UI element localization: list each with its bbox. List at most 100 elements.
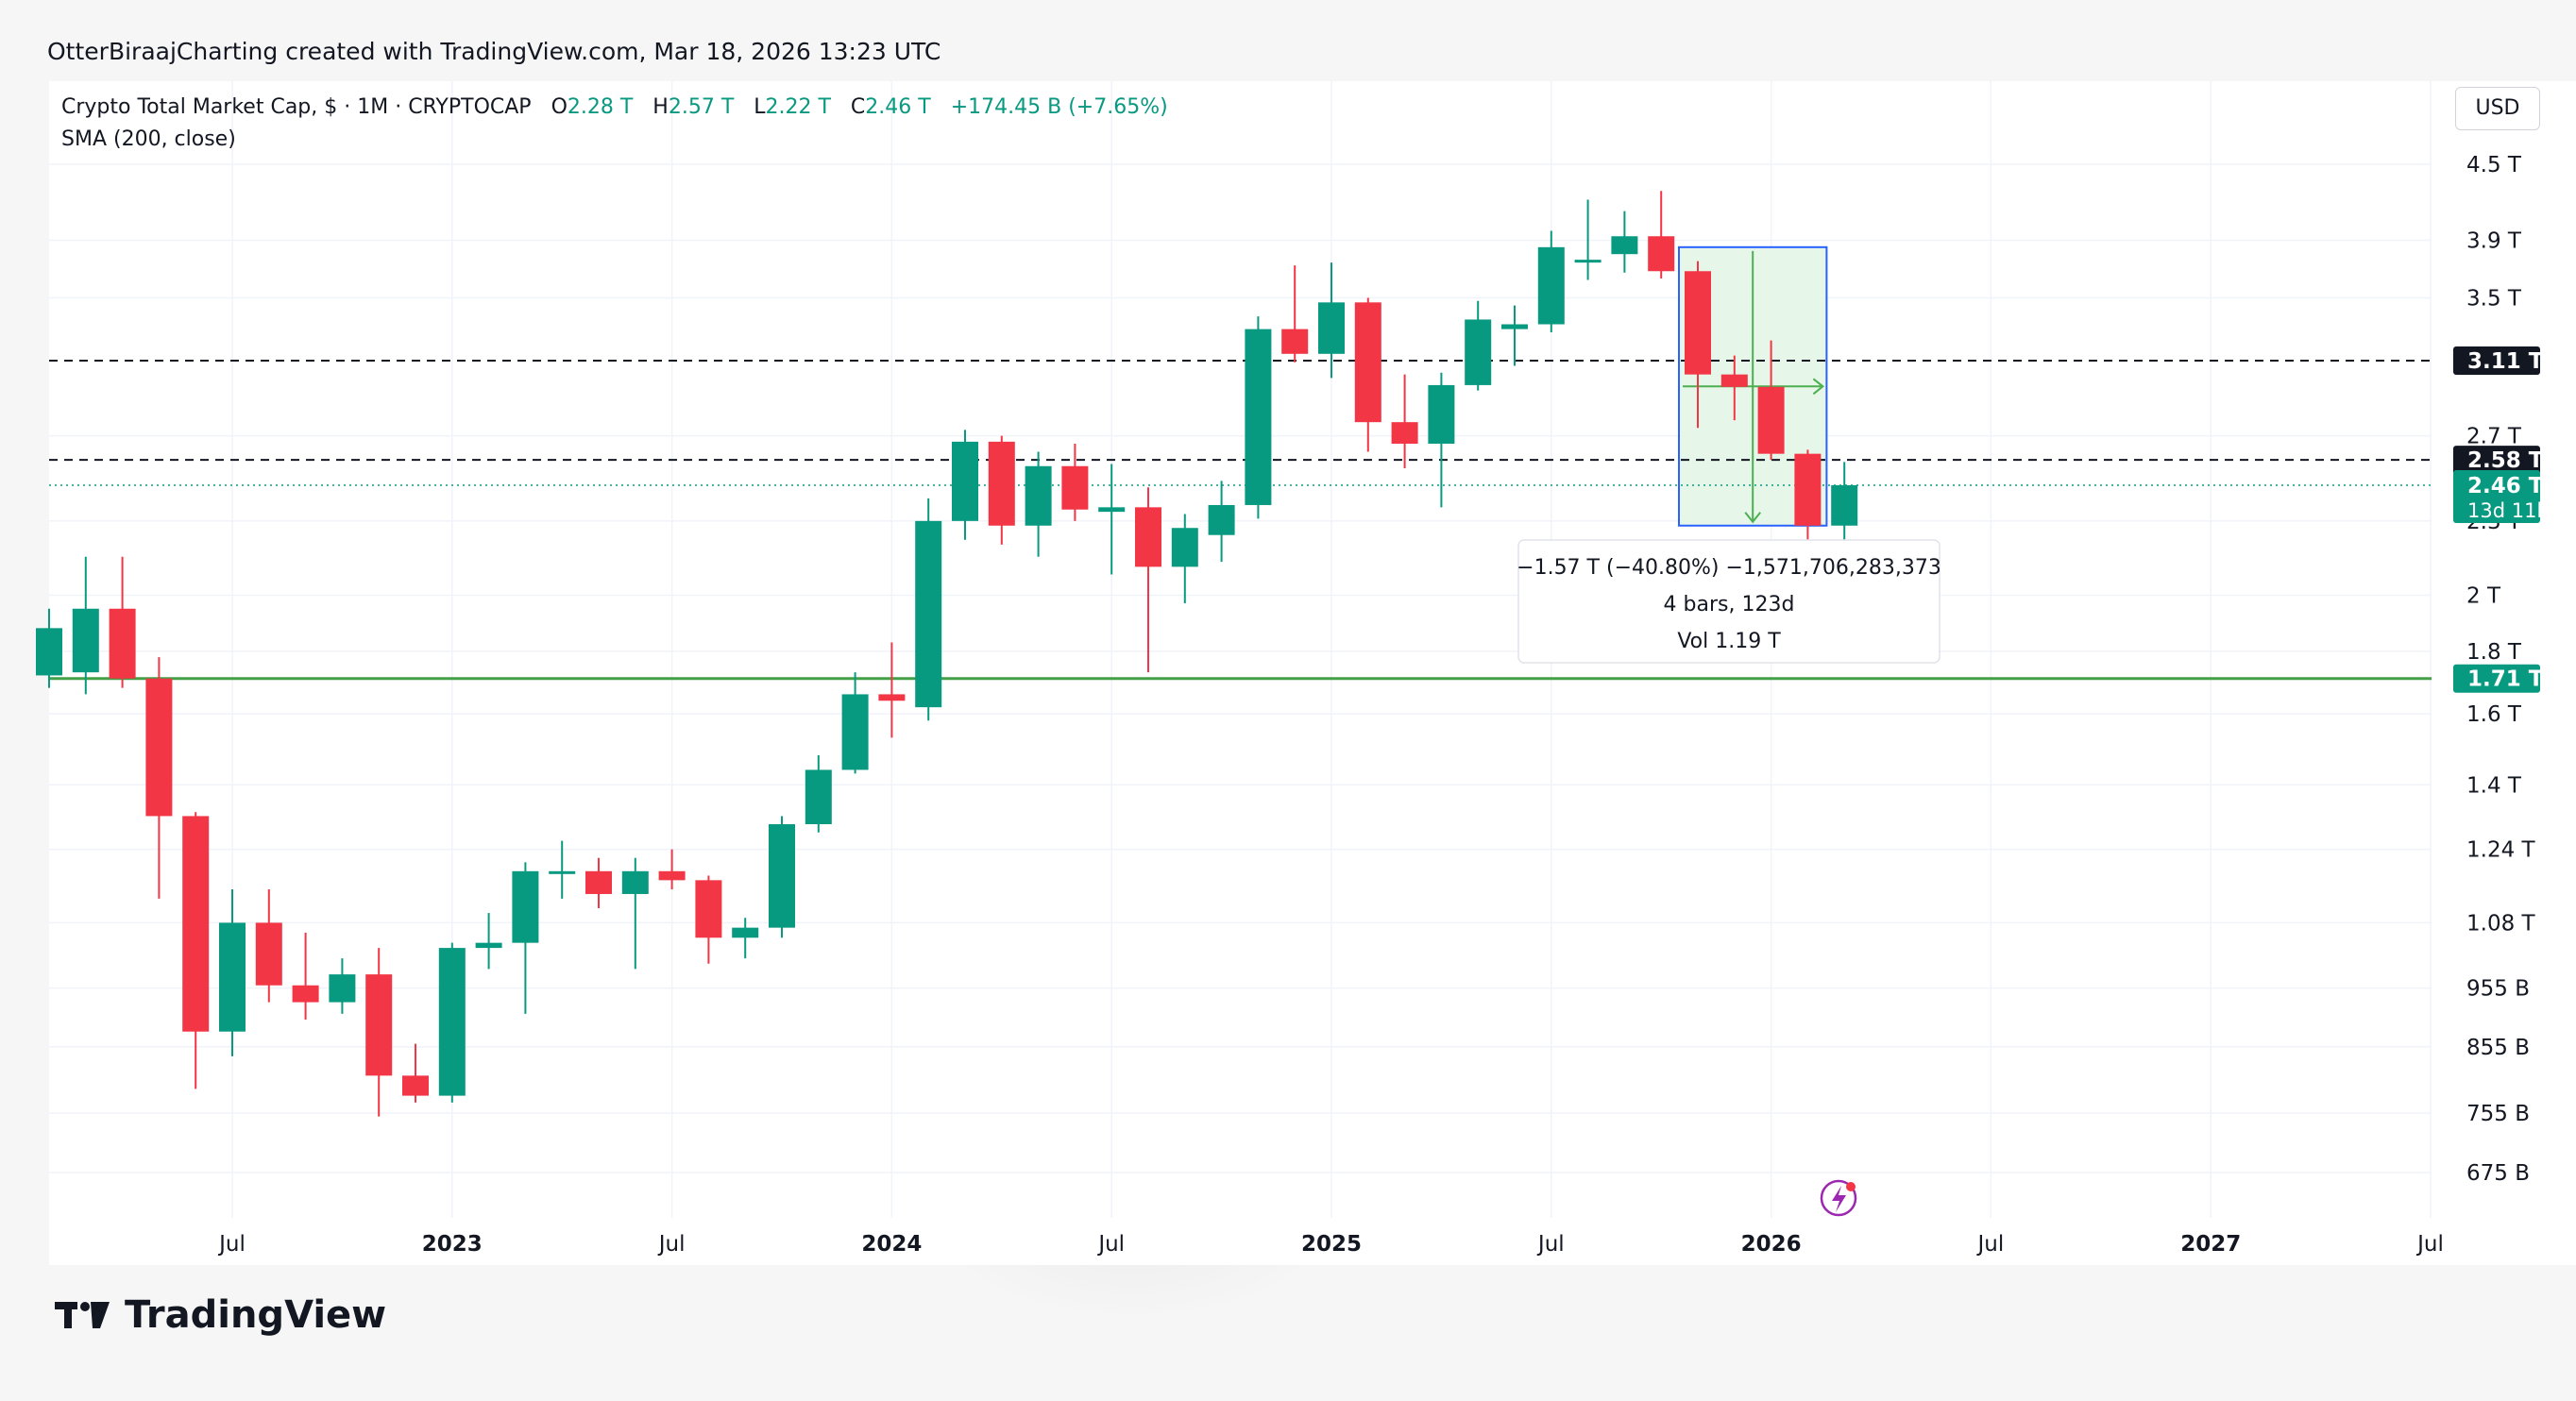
x-axis-tick-label: 2026 <box>1741 1232 1802 1257</box>
candle-body[interactable] <box>1135 507 1161 567</box>
measure-tooltip <box>1517 539 1940 664</box>
measure-arrowhead-down <box>1744 512 1761 524</box>
candle-body[interactable] <box>1354 302 1381 423</box>
candle-body[interactable] <box>145 678 173 817</box>
candle-body[interactable] <box>1720 374 1748 387</box>
candle-body[interactable] <box>182 816 210 1032</box>
candle-body[interactable] <box>1098 507 1126 513</box>
legend-low-label: L <box>754 95 766 119</box>
x-axis-tick-label: Jul <box>657 1232 686 1257</box>
candle-body[interactable] <box>1501 324 1528 329</box>
candle-body[interactable] <box>365 974 393 1076</box>
price-badge <box>2453 664 2540 693</box>
y-axis-tick-label: 1.8 T <box>2466 640 2522 665</box>
candle-body[interactable] <box>1428 384 1455 444</box>
candle-body[interactable] <box>988 441 1015 526</box>
x-axis-tick-label: Jul <box>1536 1232 1565 1257</box>
x-axis-tick-label: Jul <box>2415 1232 2444 1257</box>
lightning-bolt-icon <box>1832 1186 1846 1212</box>
price-badge <box>2453 346 2540 375</box>
candle-body[interactable] <box>1537 246 1565 325</box>
y-axis-tick-label: 675 B <box>2466 1161 2530 1186</box>
y-axis-tick-label: 2.7 T <box>2466 425 2522 449</box>
y-axis-tick-label: 2 T <box>2466 584 2501 609</box>
candle-body[interactable] <box>255 922 282 986</box>
legend-indicator[interactable]: SMA (200, close) <box>61 127 236 151</box>
candle-body[interactable] <box>1208 504 1235 535</box>
x-axis-tick-label: 2023 <box>422 1232 483 1257</box>
candle-body[interactable] <box>1025 465 1052 526</box>
y-axis-tick-label: 3.9 T <box>2466 229 2522 254</box>
price-badge <box>2453 469 2540 523</box>
candle-body[interactable] <box>512 870 539 943</box>
y-axis-tick-label: 1.4 T <box>2466 773 2522 798</box>
legend-symbol[interactable]: Crypto Total Market Cap, $ · 1M · CRYPTO… <box>61 95 532 119</box>
candle-body[interactable] <box>732 927 759 938</box>
chart-legend: Crypto Total Market Cap, $ · 1M · CRYPTO… <box>61 92 1168 156</box>
y-axis-tick-label: 955 B <box>2466 977 2530 1002</box>
candle-body[interactable] <box>1171 528 1198 567</box>
candle-body[interactable] <box>402 1075 429 1096</box>
brand-name: TradingView <box>125 1293 387 1337</box>
y-axis-tick-label: 3.5 T <box>2466 286 2522 311</box>
candle-body[interactable] <box>1794 453 1822 526</box>
candle-body[interactable] <box>1611 236 1638 255</box>
candle-body[interactable] <box>878 694 906 701</box>
x-axis-tick-label: Jul <box>1096 1232 1125 1257</box>
legend-open-label: O <box>551 95 568 119</box>
price-badge-label: 2.58 T <box>2467 448 2544 473</box>
legend-low-value: 2.22 T <box>765 95 831 119</box>
candle-body[interactable] <box>915 520 942 708</box>
candle-body[interactable] <box>658 870 686 881</box>
candle-body[interactable] <box>952 441 978 521</box>
candle-body[interactable] <box>475 942 502 949</box>
candle-body[interactable] <box>292 985 319 1003</box>
candle-body[interactable] <box>109 608 136 679</box>
candle-body[interactable] <box>1391 422 1418 444</box>
y-axis-tick-label: 755 B <box>2466 1102 2530 1126</box>
x-axis-tick-label: 2024 <box>861 1232 922 1257</box>
candle-body[interactable] <box>1245 329 1272 505</box>
candle-body[interactable] <box>695 880 722 938</box>
price-badge-label: 2.46 T <box>2467 474 2544 498</box>
candle-body[interactable] <box>769 824 795 928</box>
measure-tooltip-line: −1.57 T (−40.80%) −1,571,706,283,373 <box>1517 556 1941 580</box>
candle-body[interactable] <box>841 694 869 770</box>
legend-high-value: 2.57 T <box>668 95 735 119</box>
x-axis-tick-label: Jul <box>1976 1232 2005 1257</box>
x-axis-tick-label: 2027 <box>2180 1232 2241 1257</box>
candle-body[interactable] <box>1685 271 1711 375</box>
legend-change: +174.45 B (+7.65%) <box>950 95 1168 119</box>
x-axis-tick-label: Jul <box>217 1232 246 1257</box>
candle-body[interactable] <box>1318 302 1345 354</box>
candle-body[interactable] <box>549 870 576 874</box>
candle-body[interactable] <box>36 628 62 676</box>
candle-body[interactable] <box>329 974 356 1003</box>
currency-button[interactable]: USD <box>2455 87 2540 130</box>
notification-dot-icon <box>1846 1182 1856 1191</box>
price-badge-label: 1.71 T <box>2467 667 2544 692</box>
candle-body[interactable] <box>1757 386 1785 454</box>
y-axis-tick-label: 1.24 T <box>2466 838 2536 863</box>
candle-body[interactable] <box>1831 484 1858 526</box>
x-axis-tick-label: 2025 <box>1301 1232 1362 1257</box>
candle-body[interactable] <box>1465 319 1492 385</box>
candle-body[interactable] <box>585 870 612 894</box>
candle-body[interactable] <box>1574 260 1602 263</box>
y-axis-tick-label: 4.5 T <box>2466 153 2522 177</box>
candle-body[interactable] <box>1281 329 1309 354</box>
candle-body[interactable] <box>805 769 832 825</box>
chart-panel[interactable] <box>49 81 2576 1265</box>
candle-body[interactable] <box>72 608 99 673</box>
candle-body[interactable] <box>219 922 246 1032</box>
legend-ohlc-row: Crypto Total Market Cap, $ · 1M · CRYPTO… <box>61 92 1168 124</box>
candle-body[interactable] <box>1648 236 1675 272</box>
candle-body[interactable] <box>621 870 649 894</box>
y-axis-tick-label: 855 B <box>2466 1036 2530 1060</box>
candle-body[interactable] <box>1061 465 1089 510</box>
candle-body[interactable] <box>438 948 466 1096</box>
measure-tooltip-line: Vol 1.19 T <box>1677 630 1781 653</box>
price-badge-countdown: 13d 11h <box>2467 499 2550 522</box>
measure-arrowhead-right <box>1812 378 1825 396</box>
